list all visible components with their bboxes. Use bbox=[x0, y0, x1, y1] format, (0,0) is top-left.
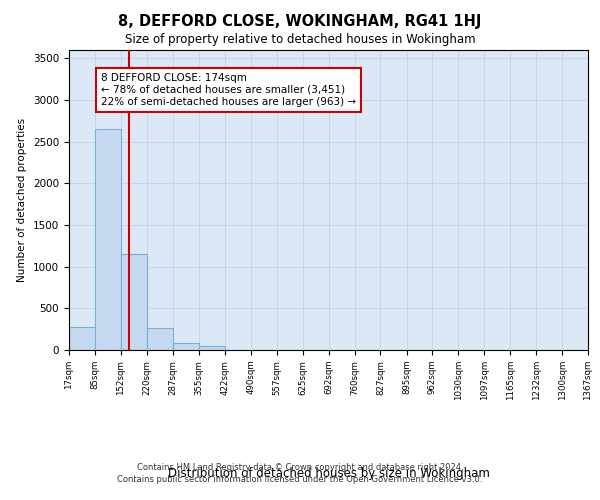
Text: Contains HM Land Registry data © Crown copyright and database right 2024.
Contai: Contains HM Land Registry data © Crown c… bbox=[118, 462, 482, 484]
Y-axis label: Number of detached properties: Number of detached properties bbox=[17, 118, 28, 282]
Text: 8 DEFFORD CLOSE: 174sqm
← 78% of detached houses are smaller (3,451)
22% of semi: 8 DEFFORD CLOSE: 174sqm ← 78% of detache… bbox=[101, 74, 356, 106]
Text: Size of property relative to detached houses in Wokingham: Size of property relative to detached ho… bbox=[125, 32, 475, 46]
Bar bbox=[121, 254, 146, 350]
X-axis label: Distribution of detached houses by size in Wokingham: Distribution of detached houses by size … bbox=[167, 467, 490, 480]
Bar bbox=[147, 328, 173, 350]
Bar bbox=[69, 327, 95, 350]
Bar bbox=[199, 346, 224, 350]
Bar bbox=[95, 129, 121, 350]
Bar bbox=[173, 343, 199, 350]
Text: 8, DEFFORD CLOSE, WOKINGHAM, RG41 1HJ: 8, DEFFORD CLOSE, WOKINGHAM, RG41 1HJ bbox=[118, 14, 482, 29]
